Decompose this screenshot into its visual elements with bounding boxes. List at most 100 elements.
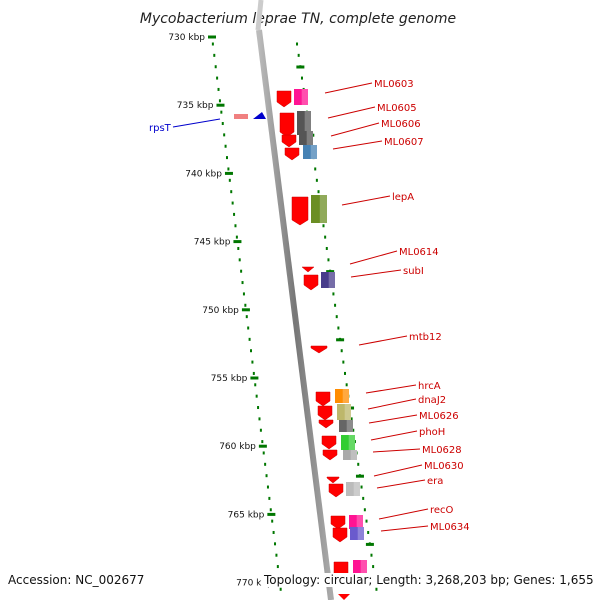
gene-features xyxy=(234,89,367,600)
backbone-top xyxy=(255,0,264,31)
outer-ring-dot xyxy=(235,235,238,239)
gene-label-line-ml0605 xyxy=(327,106,376,119)
outer-ring-dot xyxy=(241,281,244,285)
inner-ring-dot xyxy=(332,292,335,296)
tick-label: 770 kbp xyxy=(236,579,273,589)
gene-label-line-hrca xyxy=(365,384,417,394)
gene-cog-ml0607 xyxy=(303,145,317,159)
gene-cds-ml0626 xyxy=(318,419,334,429)
inner-ring-dot xyxy=(342,360,345,364)
inner-ring-dot xyxy=(317,190,320,194)
gene-cog-reco xyxy=(349,515,363,529)
tick-marks: 730 kbp 735 kbp 740 kbp 745 kbp 750 kbp 755 k… xyxy=(168,33,378,591)
inner-ring-dot xyxy=(324,235,327,239)
outer-ring-dot xyxy=(262,451,265,455)
gene-label-hrca: hrcA xyxy=(418,381,441,392)
inner-ring-dot xyxy=(365,519,368,523)
gene-cog-hrca-shade xyxy=(342,389,349,403)
rpsT-arrow xyxy=(253,112,266,119)
gene-label-line-dnaj2 xyxy=(367,398,417,410)
outer-ring-dot xyxy=(216,76,219,80)
inner-ring-dot xyxy=(325,246,328,250)
outer-ring-dot xyxy=(254,383,257,387)
gene-label-ml0606: ML0606 xyxy=(381,119,421,130)
inner-ring-dot xyxy=(314,167,317,171)
inner-ring-dot xyxy=(337,326,340,330)
gene-cog-ml0634-shade xyxy=(357,527,364,540)
outer-ring-dot xyxy=(213,53,216,57)
gene-cog-ml0626-shade xyxy=(346,420,353,432)
gene-cog-bottom-shade xyxy=(360,560,367,576)
tick-label: 765 kbp xyxy=(228,510,265,520)
outer-ring-dot xyxy=(225,156,228,160)
outer-ring-dot xyxy=(228,178,231,182)
backbone-line xyxy=(256,29,334,600)
gene-label-phoh: phoH xyxy=(419,427,445,438)
outer-ring-dot xyxy=(264,462,267,466)
gene-cog-phoh-shade xyxy=(348,435,355,450)
outer-ring-dot xyxy=(261,440,264,444)
gene-cds-mtb12 xyxy=(310,345,328,354)
gene-label-ml0626: ML0626 xyxy=(419,411,459,422)
gene-cds-ml0606 xyxy=(281,134,297,148)
gene-cog-dnaj2 xyxy=(337,404,351,420)
tick-mark xyxy=(224,171,233,175)
gene-label-ml0603: ML0603 xyxy=(374,79,414,90)
gene-label-line-ml0607 xyxy=(332,140,383,150)
gene-cog-bottom xyxy=(353,560,367,576)
outer-ring-dot xyxy=(266,485,269,489)
outer-ring-dot xyxy=(250,349,253,353)
gene-label-ml0605: ML0605 xyxy=(377,103,417,114)
gene-cds-ml0614 xyxy=(301,266,315,273)
inner-ring-dot xyxy=(362,496,365,500)
tick-mark xyxy=(258,444,267,448)
gene-cog-subi xyxy=(321,272,335,288)
gene-label-era: era xyxy=(427,476,443,487)
inner-ring-dot xyxy=(334,303,337,307)
inner-ring-dot xyxy=(350,417,353,421)
gene-cds-reco xyxy=(330,515,346,530)
inner-ring-dot xyxy=(345,383,348,387)
outer-ring-dot xyxy=(257,406,260,410)
gene-label-line-ml0628 xyxy=(372,448,421,453)
inner-tick-mark xyxy=(326,270,335,274)
gene-cds-hrca xyxy=(315,391,331,407)
outer-ring-dot xyxy=(251,360,254,364)
gene-labels: ML0603 ML0605 ML0606 ML0607 lepA ML0614 subI mt… xyxy=(149,79,470,533)
outer-ring-dot xyxy=(248,337,251,341)
gene-cds-dnaj2 xyxy=(317,405,333,421)
outer-ring-dot xyxy=(245,315,248,319)
outer-ring-dot xyxy=(227,167,230,171)
tick-mark xyxy=(250,376,259,380)
gene-cog-ml0605-shade xyxy=(304,111,311,135)
outer-ring-dot xyxy=(214,65,217,69)
gene-cog-phoh xyxy=(341,435,355,450)
gene-cds-ml0607 xyxy=(284,147,300,161)
accession-text: Accession: NC_002677 xyxy=(8,573,145,587)
gene-cog-hrca xyxy=(335,389,349,403)
inner-ring-dot xyxy=(300,76,303,80)
outer-ring-dot xyxy=(211,42,214,46)
inner-ring-dot xyxy=(357,462,360,466)
outer-ring-dot xyxy=(238,258,241,262)
gene-cds-era xyxy=(328,483,344,498)
gene-label-line-phoh xyxy=(370,430,418,441)
tick-mark xyxy=(233,240,242,244)
gene-cog-ml0606-shade xyxy=(306,131,313,145)
tick-label: 750 kbp xyxy=(202,306,239,316)
outer-ring-dot xyxy=(233,212,236,216)
outer-ring-dot xyxy=(247,326,250,330)
inner-ring-dot xyxy=(297,53,300,57)
gene-cog-subi-shade xyxy=(328,272,335,288)
outer-ring-dot xyxy=(237,246,240,250)
inner-ring-dot xyxy=(335,315,338,319)
outer-ring-dot xyxy=(271,519,274,523)
inner-ring-dot xyxy=(344,371,347,375)
inner-ring-dot xyxy=(367,530,370,534)
tick-label: 760 kbp xyxy=(219,442,256,452)
inner-ring-dot xyxy=(352,428,355,432)
outer-ring-dot xyxy=(255,394,258,398)
tick-mark xyxy=(241,308,250,312)
outer-ring-dot xyxy=(244,303,247,307)
gene-cog-ml0605 xyxy=(297,111,311,135)
